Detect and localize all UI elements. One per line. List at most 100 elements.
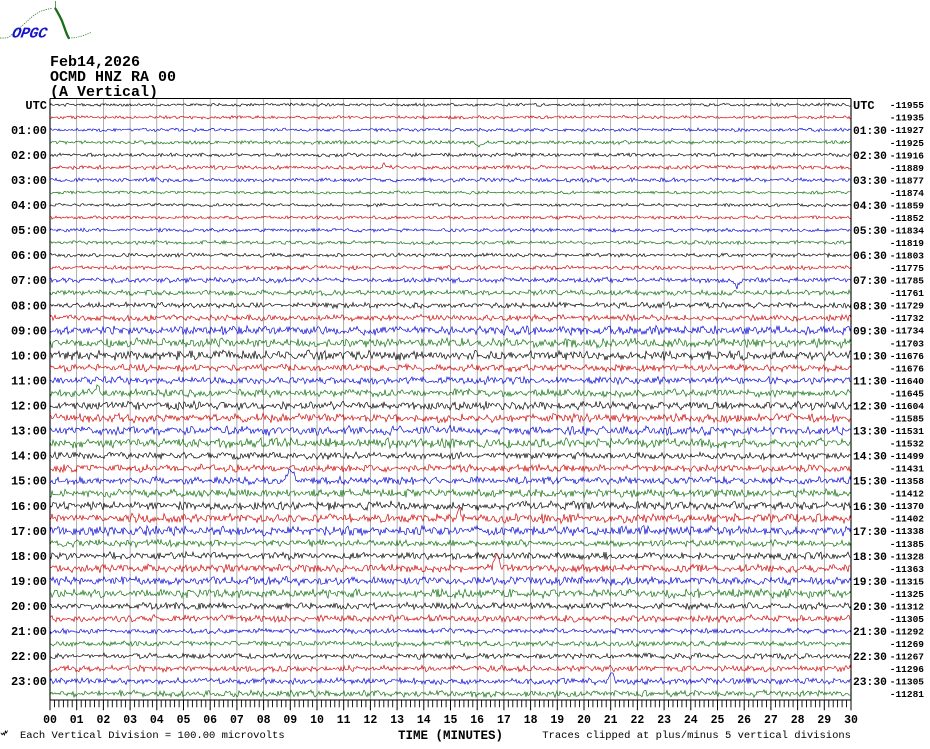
- svg-text:19:00: 19:00: [11, 575, 47, 589]
- svg-text:18:00: 18:00: [11, 550, 47, 564]
- svg-text:25: 25: [711, 714, 725, 727]
- svg-text:-11925: -11925: [890, 138, 925, 149]
- svg-text:02:00: 02:00: [11, 149, 47, 163]
- svg-text:07:00: 07:00: [11, 274, 47, 288]
- svg-text:24: 24: [684, 714, 698, 727]
- svg-text:12: 12: [363, 714, 377, 727]
- svg-text:12:00: 12:00: [11, 400, 47, 414]
- svg-text:09:00: 09:00: [11, 324, 47, 338]
- svg-text:01:00: 01:00: [11, 124, 47, 138]
- svg-text:13:00: 13:00: [11, 425, 47, 439]
- svg-text:28: 28: [791, 714, 805, 727]
- svg-text:-11385: -11385: [890, 539, 925, 550]
- svg-text:-11358: -11358: [890, 476, 925, 487]
- svg-text:-11281: -11281: [890, 689, 925, 700]
- svg-text:10:30: 10:30: [853, 351, 887, 363]
- svg-text:-11889: -11889: [890, 163, 925, 174]
- svg-text:20: 20: [577, 714, 591, 727]
- svg-text:-11585: -11585: [890, 413, 925, 424]
- svg-text:-11402: -11402: [890, 514, 925, 525]
- svg-text:11:00: 11:00: [11, 375, 47, 389]
- svg-text:-11363: -11363: [890, 564, 925, 575]
- svg-text:-11499: -11499: [890, 451, 925, 462]
- svg-text:UTC: UTC: [25, 99, 47, 113]
- svg-text:23:30: 23:30: [853, 677, 887, 689]
- svg-text:Each Vertical Division = 100.: Each Vertical Division = 100.00 microvol…: [20, 730, 285, 742]
- svg-text:-11803: -11803: [890, 251, 925, 262]
- svg-text:03:30: 03:30: [853, 176, 887, 188]
- svg-text:-11305: -11305: [890, 677, 925, 688]
- svg-text:-11734: -11734: [890, 326, 925, 337]
- svg-text:11: 11: [337, 714, 351, 727]
- svg-text:16: 16: [470, 714, 484, 727]
- svg-text:-11785: -11785: [890, 276, 925, 287]
- svg-text:08:00: 08:00: [11, 299, 47, 313]
- svg-text:22:00: 22:00: [11, 650, 47, 664]
- svg-text:01: 01: [70, 714, 84, 727]
- svg-text:-11732: -11732: [890, 313, 925, 324]
- svg-text:06:30: 06:30: [853, 251, 887, 263]
- svg-text:14: 14: [417, 714, 431, 727]
- svg-text:-11412: -11412: [890, 489, 925, 500]
- svg-text:19: 19: [550, 714, 564, 727]
- svg-text:-11852: -11852: [890, 213, 925, 224]
- svg-text:05:00: 05:00: [11, 224, 47, 238]
- svg-text:-11315: -11315: [890, 576, 925, 587]
- svg-text:08:30: 08:30: [853, 301, 887, 313]
- svg-text:04:30: 04:30: [853, 201, 887, 213]
- svg-text:-11370: -11370: [890, 501, 925, 512]
- svg-text:20:00: 20:00: [11, 600, 47, 614]
- svg-text:04:00: 04:00: [11, 199, 47, 213]
- svg-text:26: 26: [737, 714, 751, 727]
- svg-text:-11269: -11269: [890, 639, 925, 650]
- svg-text:-11604: -11604: [890, 401, 925, 412]
- svg-text:-11312: -11312: [890, 601, 925, 612]
- svg-text:05:30: 05:30: [853, 226, 887, 238]
- svg-text:-11531: -11531: [890, 426, 925, 437]
- svg-text:-11328: -11328: [890, 551, 925, 562]
- svg-text:19:30: 19:30: [853, 577, 887, 589]
- svg-text:-11267: -11267: [890, 652, 925, 663]
- svg-text:-11676: -11676: [890, 351, 925, 362]
- svg-text:-11874: -11874: [890, 188, 925, 199]
- svg-text:13: 13: [390, 714, 404, 727]
- svg-text:Traces clipped at plus/minus 5: Traces clipped at plus/minus 5 vertical …: [542, 730, 851, 742]
- svg-text:09:30: 09:30: [853, 326, 887, 338]
- svg-text:15:30: 15:30: [853, 477, 887, 489]
- svg-text:07: 07: [230, 714, 244, 727]
- svg-text:10: 10: [310, 714, 324, 727]
- svg-text:-11703: -11703: [890, 338, 925, 349]
- svg-text:UTC: UTC: [853, 99, 875, 113]
- svg-text:21: 21: [604, 714, 618, 727]
- svg-text:OPGC: OPGC: [11, 25, 50, 43]
- svg-text:06: 06: [203, 714, 217, 727]
- svg-text:-11676: -11676: [890, 363, 925, 374]
- svg-text:15: 15: [444, 714, 458, 727]
- svg-text:18: 18: [524, 714, 538, 727]
- svg-text:09: 09: [283, 714, 297, 727]
- svg-text:18:30: 18:30: [853, 552, 887, 564]
- svg-text:-11338: -11338: [890, 526, 925, 537]
- svg-text:-11761: -11761: [890, 288, 925, 299]
- svg-text:16:00: 16:00: [11, 500, 47, 514]
- svg-text:-11325: -11325: [890, 589, 925, 600]
- svg-text:-11927: -11927: [890, 125, 925, 136]
- svg-text:03: 03: [123, 714, 137, 727]
- svg-text:22: 22: [630, 714, 644, 727]
- svg-text:13:30: 13:30: [853, 427, 887, 439]
- svg-text:-11305: -11305: [890, 614, 925, 625]
- svg-text:22:30: 22:30: [853, 652, 887, 664]
- svg-text:-11819: -11819: [890, 238, 925, 249]
- svg-text:12:30: 12:30: [853, 402, 887, 414]
- svg-text:21:00: 21:00: [11, 625, 47, 639]
- svg-text:20:30: 20:30: [853, 602, 887, 614]
- svg-text:04: 04: [150, 714, 164, 727]
- svg-text:17:30: 17:30: [853, 527, 887, 539]
- svg-text:08: 08: [257, 714, 271, 727]
- svg-text:21:30: 21:30: [853, 627, 887, 639]
- svg-text:06:00: 06:00: [11, 249, 47, 263]
- svg-text:-11645: -11645: [890, 388, 925, 399]
- svg-text:-11775: -11775: [890, 263, 925, 274]
- svg-text:23: 23: [657, 714, 671, 727]
- svg-text:02: 02: [96, 714, 110, 727]
